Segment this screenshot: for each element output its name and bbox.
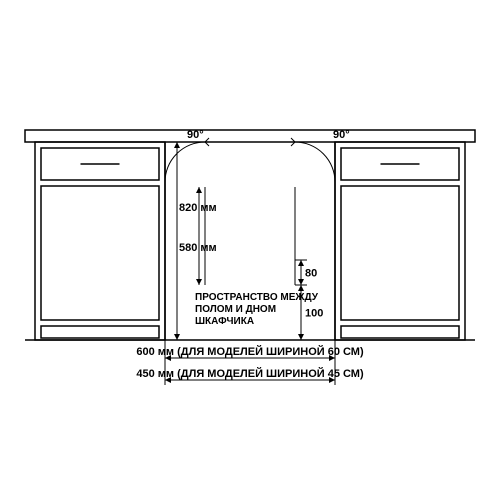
- countertop: [25, 130, 475, 142]
- dim-820-label: 820 мм: [179, 202, 217, 214]
- note-line-1: ПОЛОМ И ДНОМ: [195, 304, 276, 315]
- dim-580-label: 580 мм: [179, 242, 217, 254]
- right-cabinet: [335, 142, 465, 340]
- angle-right-label: 90°: [333, 129, 350, 141]
- note-line-0: ПРОСТРАНСТВО МЕЖДУ: [195, 292, 319, 303]
- dim-600-label: 600 мм (ДЛЯ МОДЕЛЕЙ ШИРИНОЙ 60 СМ): [136, 345, 364, 358]
- left-cabinet-door: [41, 186, 159, 320]
- dim-100-label: 100: [305, 308, 323, 320]
- right-cabinet-door: [341, 186, 459, 320]
- installation-diagram: 90° 90° 820 мм 580 мм 80 100 ПРОСТРАНСТВО МЕЖД…: [0, 0, 500, 500]
- dim-80-label: 80: [305, 268, 317, 280]
- left-cabinet: [35, 142, 165, 340]
- dim-450-label: 450 мм (ДЛЯ МОДЕЛЕЙ ШИРИНОЙ 45 СМ): [136, 367, 364, 380]
- arc-right: [295, 142, 335, 182]
- angle-left-label: 90°: [187, 129, 204, 141]
- arc-left: [165, 142, 205, 182]
- note-line-2: ШКАФЧИКА: [195, 316, 254, 327]
